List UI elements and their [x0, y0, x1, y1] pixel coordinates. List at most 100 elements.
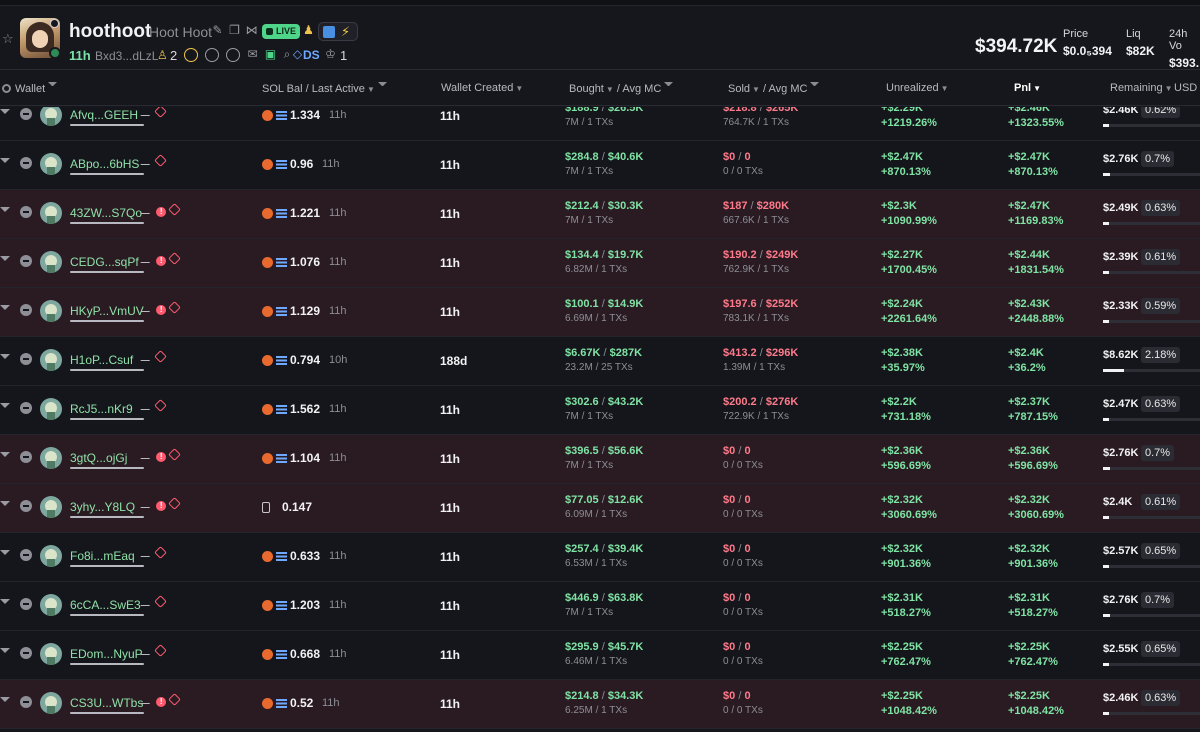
- list-icon[interactable]: [20, 108, 32, 120]
- list-icon[interactable]: [20, 402, 32, 414]
- edit-icon[interactable]: [140, 597, 155, 606]
- sold-column-header[interactable]: Sold ▼ / Avg MC: [728, 82, 820, 95]
- edit-icon[interactable]: [140, 548, 155, 557]
- table-row[interactable]: HKyP...VmUV ! 1.129 11h 11h $100.1 / $14…: [0, 288, 1200, 337]
- telegram-icon[interactable]: [226, 48, 240, 62]
- settings-icon[interactable]: [2, 84, 11, 93]
- sol-balance: 1.129: [290, 304, 321, 318]
- table-row[interactable]: 3yhy...Y8LQ ! 0.147 11h $77.05 / $12.6K …: [0, 484, 1200, 533]
- filter-icon[interactable]: [0, 550, 10, 560]
- table-row[interactable]: 43ZW...S7Qo ! 1.221 11h 11h $212.4 / $30…: [0, 190, 1200, 239]
- wallet-name[interactable]: HKyP...VmUV: [70, 304, 144, 318]
- wallet-name[interactable]: H1oP...Csuf: [70, 353, 134, 367]
- usd-toggle[interactable]: USD: [1174, 82, 1198, 94]
- globe-icon[interactable]: [205, 48, 219, 62]
- warning-icon[interactable]: [184, 48, 198, 62]
- sold-amount: $0 / 0: [723, 445, 751, 457]
- edit-icon[interactable]: [140, 499, 155, 508]
- filter-icon[interactable]: [0, 452, 10, 462]
- table-row[interactable]: 3gtQ...ojGj ! 1.104 11h 11h $396.5 / $56…: [0, 435, 1200, 484]
- edit-icon[interactable]: [140, 254, 155, 263]
- unrealized-amount: +$2.38K: [881, 347, 923, 359]
- list-icon[interactable]: [20, 647, 32, 659]
- edit-icon[interactable]: [140, 303, 155, 312]
- edit-icon[interactable]: ✎: [212, 23, 223, 37]
- list-icon[interactable]: [20, 157, 32, 169]
- list-icon[interactable]: [20, 353, 32, 365]
- list-icon[interactable]: [20, 206, 32, 218]
- remaining-bar-fill: [1103, 712, 1109, 715]
- list-icon[interactable]: [20, 500, 32, 512]
- table-row[interactable]: Afvq...GEEH 1.334 11h 11h $188.9 / $26.5…: [0, 107, 1200, 141]
- boost-pill[interactable]: ⚡: [318, 22, 358, 41]
- table-row[interactable]: Fo8i...mEaq 0.633 11h 11h $257.4 / $39.4…: [0, 533, 1200, 582]
- list-icon[interactable]: [20, 304, 32, 316]
- filter-icon[interactable]: [0, 207, 10, 217]
- filter-icon[interactable]: [0, 501, 10, 511]
- edit-icon[interactable]: [140, 156, 155, 165]
- wallet-name[interactable]: EDom...NyuP: [70, 647, 143, 661]
- table-row[interactable]: H1oP...Csuf 0.794 10h 188d $6.67K / $287…: [0, 337, 1200, 386]
- image-icon[interactable]: ▣: [264, 47, 277, 61]
- filter-icon[interactable]: [0, 354, 10, 364]
- wallet-name[interactable]: CEDG...sqPf: [70, 255, 139, 269]
- token-address[interactable]: Bxd3...dLzL: [95, 49, 159, 63]
- filter-icon[interactable]: [0, 599, 10, 609]
- wallet-name[interactable]: CS3U...WTbs: [70, 696, 144, 710]
- share-icon[interactable]: ⋈: [245, 23, 258, 37]
- filter-icon[interactable]: [0, 256, 10, 266]
- list-icon[interactable]: [20, 255, 32, 267]
- wallet-name[interactable]: Afvq...GEEH: [70, 108, 139, 122]
- wallet-avatar: [40, 251, 62, 273]
- filter-icon[interactable]: [0, 158, 10, 168]
- wallet-name[interactable]: 6cCA...SwE3: [70, 598, 141, 612]
- filter-icon[interactable]: [0, 403, 10, 413]
- pnl-column-header[interactable]: Pnl ▼: [1014, 82, 1042, 94]
- edit-icon[interactable]: [140, 646, 155, 655]
- search-icon[interactable]: ⌕: [283, 47, 291, 61]
- copy-icon[interactable]: ❐: [229, 23, 240, 37]
- list-icon[interactable]: [20, 696, 32, 708]
- edit-icon[interactable]: [140, 205, 155, 214]
- wallet-avatar: [40, 447, 62, 469]
- filter-icon[interactable]: [0, 648, 10, 658]
- list-icon[interactable]: [20, 451, 32, 463]
- table-row[interactable]: CS3U...WTbs ! 0.52 11h 11h $214.8 / $34.…: [0, 680, 1200, 729]
- wallet-column-header[interactable]: Wallet: [2, 82, 58, 95]
- table-row[interactable]: EDom...NyuP 0.668 11h 11h $295.9 / $45.7…: [0, 631, 1200, 680]
- wallet-name[interactable]: RcJ5...nKr9: [70, 402, 133, 416]
- wallet-created-column-header[interactable]: Wallet Created ▼: [441, 82, 524, 94]
- edit-icon[interactable]: [140, 450, 155, 459]
- table-row[interactable]: RcJ5...nKr9 1.562 11h 11h $302.6 / $43.2…: [0, 386, 1200, 435]
- edit-icon[interactable]: [140, 401, 155, 410]
- table-row[interactable]: 6cCA...SwE3 1.203 11h 11h $446.9 / $63.8…: [0, 582, 1200, 631]
- edit-icon[interactable]: [140, 352, 155, 361]
- wallet-name[interactable]: ABpo...6bHS: [70, 157, 140, 171]
- star-icon[interactable]: ☆: [2, 31, 14, 46]
- fire-icon: [262, 159, 273, 170]
- bought-column-header[interactable]: Bought ▼ / Avg MC: [569, 82, 674, 95]
- tweet-icon[interactable]: ✉: [247, 47, 258, 61]
- last-active: 11h: [322, 158, 340, 170]
- wallet-name[interactable]: Fo8i...mEaq: [70, 549, 135, 563]
- volume-label: 24h Vo: [1169, 28, 1188, 52]
- filter-icon[interactable]: [0, 305, 10, 315]
- remaining-column-header[interactable]: Remaining ▼: [1110, 82, 1173, 94]
- unrealized-column-header[interactable]: Unrealized ▼: [886, 82, 949, 94]
- list-icon[interactable]: [20, 549, 32, 561]
- edit-icon[interactable]: [140, 107, 155, 116]
- wallet-name[interactable]: 43ZW...S7Qo: [70, 206, 143, 220]
- wallet-name[interactable]: 3gtQ...ojGj: [70, 451, 128, 465]
- sol-bal-column-header[interactable]: SOL Bal / Last Active ▼: [262, 82, 387, 95]
- wallet-avatar: [40, 643, 62, 665]
- token-avatar[interactable]: [20, 18, 60, 58]
- table-row[interactable]: ABpo...6bHS 0.96 11h 11h $284.8 / $40.6K…: [0, 141, 1200, 190]
- wallet-name[interactable]: 3yhy...Y8LQ: [70, 500, 136, 514]
- filter-icon[interactable]: [0, 697, 10, 707]
- filter-icon[interactable]: [0, 109, 10, 119]
- edit-icon[interactable]: [140, 695, 155, 704]
- dex-link[interactable]: DS: [303, 48, 320, 62]
- table-row[interactable]: CEDG...sqPf ! 1.076 11h 11h $134.4 / $19…: [0, 239, 1200, 288]
- users-icon[interactable]: ♟: [303, 23, 314, 37]
- list-icon[interactable]: [20, 598, 32, 610]
